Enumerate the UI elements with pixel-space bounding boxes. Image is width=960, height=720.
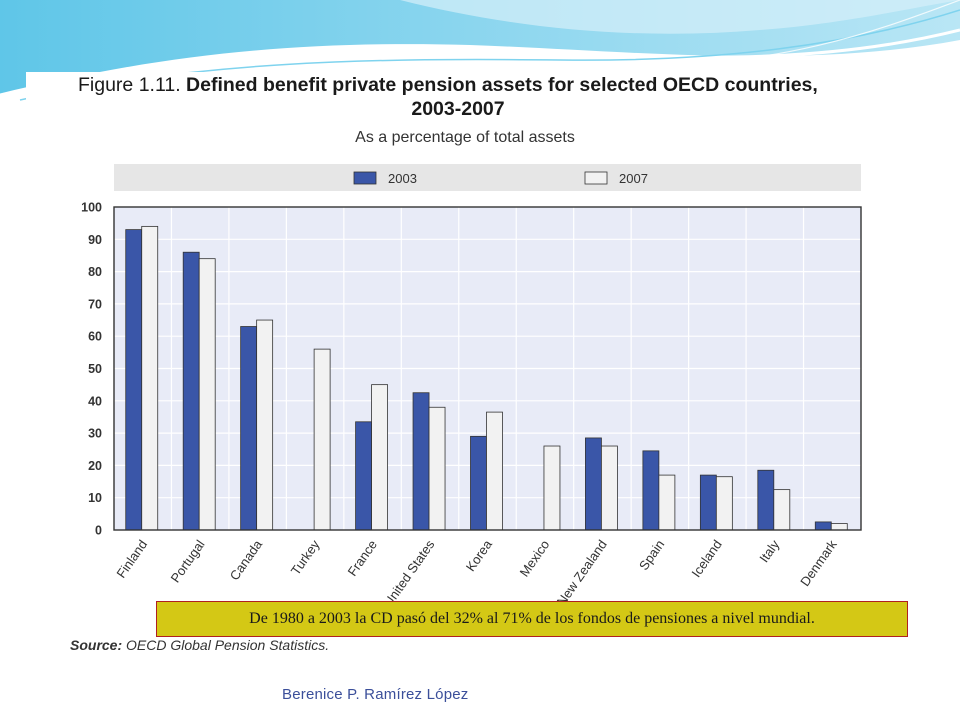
x-tick-label: Italy — [756, 537, 782, 566]
x-tick-label: France — [345, 537, 380, 579]
bar-2007-finland — [141, 225, 159, 531]
figure-title-years: 2003-2007 — [411, 98, 505, 120]
bar-2003-portugal — [182, 251, 200, 531]
source-label: Source: — [70, 637, 123, 653]
bar-2007-spain — [658, 474, 676, 531]
y-tick-label: 70 — [88, 297, 102, 311]
y-tick-label: 40 — [88, 394, 102, 408]
bar-2007-united-states — [428, 406, 446, 531]
bar-2007-france — [371, 384, 388, 531]
source-text: OECD Global Pension Statistics. — [126, 637, 330, 653]
bar-2007-canada — [256, 319, 274, 531]
bar-2007-portugal — [198, 258, 216, 531]
note-text: De 1980 a 2003 la CD pasó del 32% al 71%… — [249, 610, 815, 627]
bar-2003-italy — [757, 469, 775, 531]
header-wave-decoration — [0, 0, 960, 109]
bar-2003-new-zealand — [585, 437, 602, 531]
legend-label-2007: 2007 — [619, 171, 648, 186]
x-tick-label: Finland — [113, 537, 150, 581]
bar-2007-denmark — [830, 523, 848, 531]
figure-number: Figure 1.11. — [78, 74, 181, 96]
figure-title-text: Defined benefit private pension assets f… — [186, 74, 818, 96]
bar-2003-united-states — [412, 392, 430, 531]
y-tick-label: 90 — [88, 233, 102, 247]
bar-2007-italy — [773, 489, 791, 531]
bar-2003-finland — [125, 229, 143, 531]
y-tick-label: 60 — [88, 330, 102, 344]
bar-2003-denmark — [814, 521, 832, 531]
legend-label-2003: 2003 — [388, 171, 417, 186]
bar-2007-iceland — [715, 476, 733, 531]
x-tick-label: Portugal — [168, 537, 208, 585]
y-tick-label: 20 — [88, 459, 102, 473]
y-tick-label: 30 — [88, 427, 102, 441]
x-tick-label: New Zealand — [554, 537, 610, 608]
x-tick-label: Mexico — [517, 537, 553, 579]
bar-2007-korea — [486, 411, 503, 531]
x-tick-label: Korea — [463, 536, 496, 574]
x-tick-label: Canada — [227, 536, 266, 583]
footer-author: Berenice P. Ramírez López — [282, 686, 469, 703]
x-tick-label: United States — [380, 537, 437, 610]
bar-2003-spain — [642, 450, 660, 531]
bar-2003-canada — [240, 326, 258, 531]
legend-band — [114, 164, 861, 191]
figure-subtitle: As a percentage of total assets — [355, 129, 575, 146]
x-tick-label: Denmark — [797, 537, 840, 589]
y-tick-label: 100 — [81, 201, 102, 215]
figure-title: Figure 1.11. Defined benefit private pen… — [78, 74, 818, 97]
x-tick-label: Iceland — [688, 537, 724, 580]
bar-2003-korea — [470, 435, 487, 531]
y-tick-label: 50 — [88, 362, 102, 376]
source-line: Source: OECD Global Pension Statistics. — [70, 637, 329, 653]
y-tick-label: 80 — [88, 265, 102, 279]
bar-2003-iceland — [699, 474, 717, 531]
y-tick-label: 0 — [95, 524, 102, 538]
legend-swatch-2003 — [353, 171, 377, 185]
bar-2003-france — [355, 421, 372, 531]
y-tick-label: 10 — [88, 491, 102, 505]
x-tick-label: Spain — [636, 537, 667, 573]
bar-2007-new-zealand — [601, 445, 618, 531]
x-tick-label: Turkey — [288, 537, 323, 578]
bar-2007-turkey — [313, 348, 331, 531]
note-box: De 1980 a 2003 la CD pasó del 32% al 71%… — [156, 601, 908, 637]
plot-frame — [113, 206, 862, 531]
bar-2007-mexico — [543, 445, 561, 531]
legend-swatch-2007 — [584, 171, 608, 185]
